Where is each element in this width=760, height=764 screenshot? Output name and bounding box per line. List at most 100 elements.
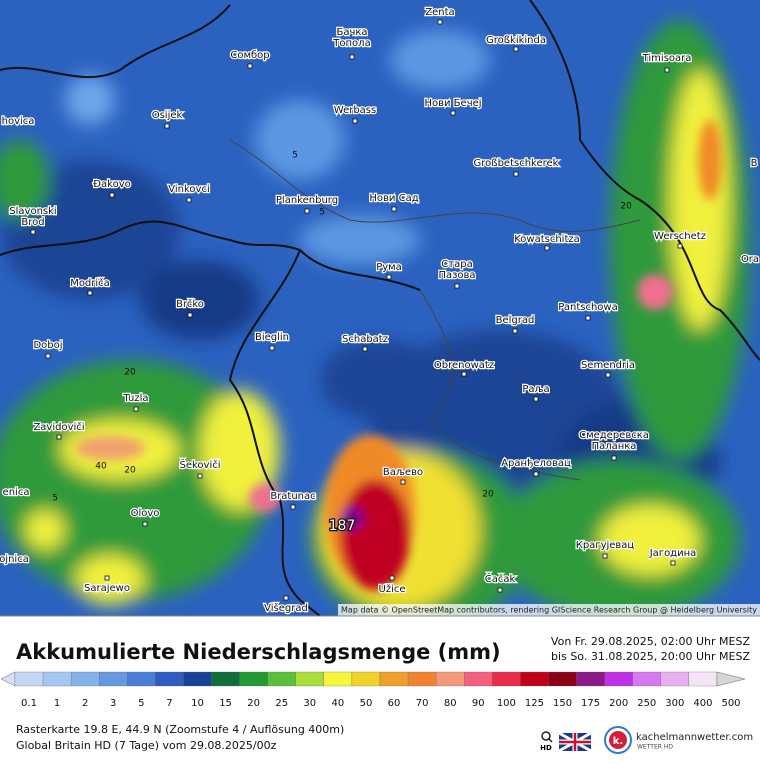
- legend-cell: [323, 671, 353, 687]
- legend-cell: [239, 671, 268, 687]
- legend-value: 70: [416, 698, 429, 709]
- info-line: Global Britain HD (7 Tage) vom 29.08.202…: [16, 739, 277, 752]
- legend-cell: [660, 671, 690, 687]
- legend-value: 7: [166, 698, 172, 709]
- place-label: Pantschowa: [558, 302, 617, 313]
- site[interactable]: kachelmannwetter.com: [636, 732, 753, 743]
- legend-value: 30: [303, 698, 316, 709]
- place-dot: [512, 328, 518, 334]
- place-label: Сомбор: [230, 50, 269, 61]
- place-label: Olovo: [131, 508, 160, 519]
- place-label: Стара: [441, 259, 472, 270]
- place-label: Brčko: [176, 298, 204, 310]
- place-dot: [450, 110, 456, 116]
- place-dot: [513, 171, 519, 177]
- place-label: Sarajewo: [84, 583, 130, 594]
- legend-cell: [576, 671, 605, 687]
- legend-cell: [492, 671, 521, 687]
- legend-cell: [436, 671, 465, 687]
- legend-cell: [351, 671, 381, 687]
- legend-value: 150: [553, 698, 572, 709]
- legend-cell: [155, 671, 184, 687]
- legend-value: 90: [472, 698, 485, 709]
- place-dot: [104, 575, 110, 581]
- uk-flag[interactable]: [558, 731, 592, 753]
- contour-label: 20: [124, 368, 136, 378]
- legend-value: 15: [219, 698, 232, 709]
- legend-cell: [14, 671, 44, 687]
- legend-cell: [267, 671, 296, 687]
- place-label: Топола: [332, 38, 370, 49]
- place-label: Бачка: [336, 27, 367, 38]
- place-dot: [109, 192, 115, 198]
- place-label: Belgrad: [496, 315, 535, 326]
- place-label: Werbass: [334, 105, 376, 116]
- place-label: Раља: [522, 384, 549, 395]
- legend-cell: [604, 671, 633, 687]
- legend-value: 1: [54, 698, 60, 709]
- legend-value: 250: [637, 698, 656, 709]
- place-label: Doboj: [33, 340, 62, 351]
- legend-cell: [99, 671, 128, 687]
- place-label: Čačak: [485, 572, 516, 585]
- place-dot: [533, 471, 539, 477]
- place-dot: [605, 372, 611, 378]
- place-dot: [290, 504, 296, 510]
- place-dot: [664, 67, 670, 73]
- legend-value: 400: [693, 698, 712, 709]
- contour-label: 5: [319, 208, 325, 218]
- place-label: Šekoviči: [179, 458, 220, 471]
- legend-cell: [716, 671, 746, 687]
- place-label: Großkikinda: [486, 35, 546, 46]
- contour-label: 20: [124, 466, 136, 476]
- legend-cell: [42, 671, 72, 687]
- legend-value: 25: [275, 698, 288, 709]
- legend-cell: [70, 671, 100, 687]
- legend-cell: [379, 671, 409, 687]
- place-label: hovica: [2, 116, 35, 127]
- period-end: bis So. 31.08.2025, 20:00 Uhr MESZ: [551, 650, 750, 663]
- place-label: Modriča: [70, 277, 110, 289]
- legend-value: 10: [191, 698, 204, 709]
- legend-value: 50: [360, 698, 373, 709]
- place-dot: [164, 123, 170, 129]
- place-label: Нови Сад: [369, 193, 418, 204]
- place-label: Osijek: [152, 110, 183, 121]
- place-dot: [611, 455, 617, 461]
- place-dot: [87, 290, 93, 296]
- place-label: Werschetz: [654, 231, 706, 242]
- place-dot: [352, 118, 358, 124]
- place-dot: [45, 353, 51, 359]
- place-dot: [544, 245, 550, 251]
- place-label: Рума: [376, 262, 402, 273]
- contour-label: 20: [482, 490, 494, 500]
- place-dot: [670, 560, 676, 566]
- place-label: Tuzla: [122, 393, 148, 404]
- legend-value: 175: [581, 698, 600, 709]
- legend-value: 125: [525, 698, 544, 709]
- legend-cell: [407, 671, 437, 687]
- place-label: Slavonski: [9, 206, 56, 217]
- legend-value: 300: [665, 698, 684, 709]
- place-label: Kowatschitza: [514, 234, 580, 245]
- attribution-bg: [338, 604, 760, 616]
- legend: 0.1 1 2 3 5 7 10 15 20 25 30 40 50 60 70 80 90 100 125 150 1…: [0, 671, 746, 709]
- place-label: Zenta: [425, 7, 454, 18]
- legend-cell: [0, 671, 16, 687]
- place-dot: [187, 312, 193, 318]
- place-dot: [362, 346, 368, 352]
- hd-label: HD: [540, 744, 552, 752]
- search-hd[interactable]: HD: [540, 731, 553, 752]
- place-dot: [602, 553, 608, 559]
- legend-value: 20: [247, 698, 260, 709]
- legend-cell: [183, 671, 212, 687]
- place-label: Schabatz: [342, 334, 388, 345]
- contour-label: 20: [620, 202, 632, 212]
- place-label: Semendria: [581, 360, 635, 371]
- regions: [229, 139, 641, 481]
- place-label: Паланка: [592, 441, 637, 452]
- legend-value: 3: [110, 698, 116, 709]
- legend-cell: [520, 671, 549, 687]
- logo-text: k.: [613, 736, 623, 747]
